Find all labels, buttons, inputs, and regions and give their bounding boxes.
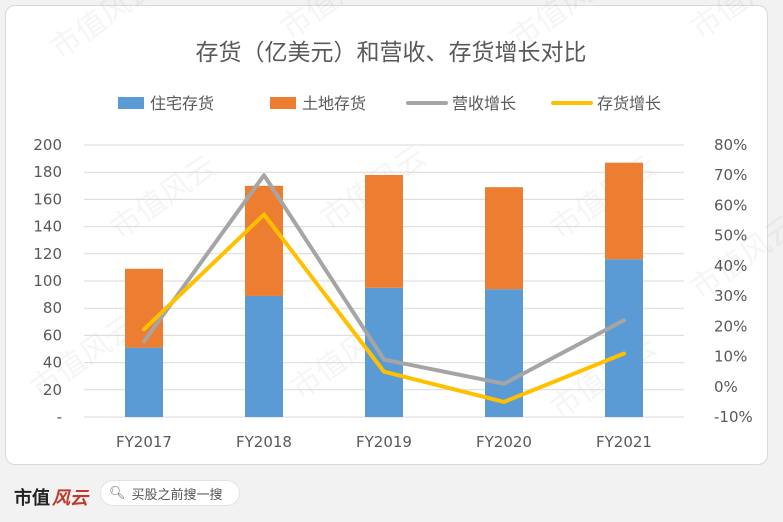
search-icon: 🔍︎	[109, 485, 126, 501]
logo-main: 市值	[14, 488, 50, 509]
bar-land	[605, 162, 643, 260]
y-left-tick-label: 60	[43, 326, 62, 344]
bar-residential	[125, 347, 163, 417]
bar-land	[245, 185, 283, 296]
y-right-tick-label: 60%	[714, 196, 747, 214]
logo: 市值 风云	[14, 484, 88, 510]
legend: 住宅存货 土地存货 营收增长 存货增长	[118, 94, 661, 113]
legend-swatch	[270, 97, 296, 109]
y-right-tick-label: -10%	[714, 408, 753, 426]
search-box[interactable]: 🔍︎ 买股之前搜一搜	[100, 480, 240, 506]
y-left-tick-label: 160	[33, 190, 62, 208]
y-right-tick-label: 40%	[714, 257, 747, 275]
y-left-tick-label: -	[57, 408, 62, 426]
bar-land	[365, 174, 403, 288]
bar-land	[485, 187, 523, 290]
watermark-text: 市值风云	[105, 149, 223, 246]
search-text: 买股之前搜一搜	[131, 487, 223, 503]
legend-label: 土地存货	[302, 94, 366, 113]
y-right-tick-label: 50%	[714, 227, 747, 245]
bar-residential	[245, 295, 283, 417]
y-right-tick-label: 0%	[714, 378, 738, 396]
bar-land	[125, 268, 163, 348]
y-right-tick-label: 80%	[714, 136, 747, 154]
chart-title: 存货（亿美元）和营收、存货增长对比	[196, 40, 587, 66]
y-left-axis: 200 180 160 140 120 100 80 60 40 20 -	[33, 136, 62, 426]
watermark-text: 市值风云	[685, 0, 783, 47]
legend-label: 营收增长	[452, 94, 516, 113]
y-right-tick-label: 70%	[714, 166, 747, 184]
line-inventory-growth	[142, 212, 626, 404]
x-tick-label: FY2019	[356, 433, 412, 451]
y-left-tick-label: 100	[33, 272, 62, 290]
watermark-text: 市值风云	[45, 0, 163, 67]
watermark-text: 市值风云	[545, 149, 663, 246]
y-left-tick-label: 140	[33, 218, 62, 236]
bar-residential	[605, 259, 643, 417]
lines	[142, 173, 626, 404]
x-tick-label: FY2020	[476, 433, 532, 451]
y-right-axis: 80% 70% 60% 50% 40% 30% 20% 10% 0% -10%	[714, 136, 753, 426]
y-right-tick-label: 10%	[714, 348, 747, 366]
y-left-tick-label: 200	[33, 136, 62, 154]
y-left-tick-label: 120	[33, 245, 62, 263]
legend-swatch	[118, 97, 144, 109]
y-right-tick-label: 20%	[714, 317, 747, 335]
x-axis: FY2017 FY2018 FY2019 FY2020 FY2021	[116, 433, 652, 451]
x-tick-label: FY2017	[116, 433, 172, 451]
y-left-tick-label: 180	[33, 163, 62, 181]
x-tick-label: FY2018	[236, 433, 292, 451]
y-left-tick-label: 20	[43, 381, 62, 399]
legend-label: 存货增长	[597, 94, 661, 113]
footer: 市值 风云 🔍︎ 买股之前搜一搜	[0, 470, 783, 522]
bars	[125, 162, 643, 417]
x-tick-label: FY2021	[596, 433, 652, 451]
logo-brand: 风云	[52, 488, 88, 509]
legend-label: 住宅存货	[150, 94, 214, 113]
line-revenue-growth	[142, 173, 626, 386]
chart: 市值风云市值风云市值风云市值风云市值风云市值风云市值风云市值风云市值风云市值风云…	[33, 0, 783, 451]
y-left-tick-label: 80	[43, 299, 62, 317]
y-right-tick-label: 30%	[714, 287, 747, 305]
y-left-tick-label: 40	[43, 354, 62, 372]
